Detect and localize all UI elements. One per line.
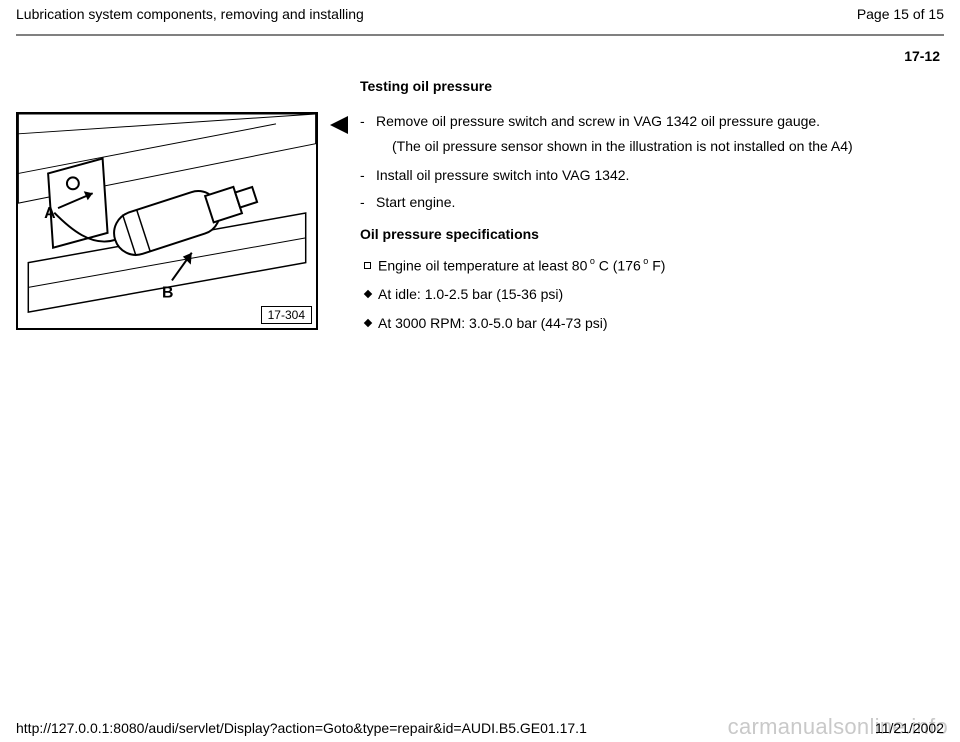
- heading-oil-pressure-specs: Oil pressure specifications: [360, 226, 944, 242]
- pointer-column: [318, 112, 360, 136]
- figure-illustration: A B 17-304: [16, 112, 318, 330]
- header-rule: [16, 34, 944, 36]
- figure-column: A B 17-304: [16, 112, 318, 330]
- figure-label-a: A: [44, 205, 56, 222]
- degree-icon: o: [587, 256, 595, 266]
- page-root: Lubrication system components, removing …: [0, 0, 960, 742]
- figure-label-b: B: [162, 284, 173, 301]
- step-1: Remove oil pressure switch and screw in …: [360, 112, 944, 156]
- content-area: Testing oil pressure: [16, 78, 944, 343]
- degree-icon: o: [641, 256, 649, 266]
- spec-1-pre: Engine oil temperature at least 80: [378, 257, 587, 273]
- step-1-note: (The oil pressure sensor shown in the il…: [392, 137, 944, 156]
- spec-3: At 3000 RPM: 3.0-5.0 bar (44-73 psi): [360, 314, 944, 333]
- content-row: A B 17-304 Remove oil pressure switch an…: [16, 112, 944, 343]
- section-number: 17-12: [904, 48, 940, 64]
- figure-svg: A B: [18, 114, 316, 328]
- step-3: Start engine.: [360, 193, 944, 212]
- step-1-text: Remove oil pressure switch and screw in …: [376, 113, 820, 129]
- page-footer: http://127.0.0.1:8080/audi/servlet/Displ…: [0, 720, 960, 736]
- spec-list: Engine oil temperature at least 80 o C (…: [360, 256, 944, 333]
- spec-1-suf: F): [648, 257, 665, 273]
- pointer-left-icon: [328, 114, 350, 136]
- heading-testing-oil-pressure: Testing oil pressure: [360, 78, 944, 94]
- page-indicator: Page 15 of 15: [857, 6, 944, 22]
- doc-title: Lubrication system components, removing …: [16, 6, 364, 22]
- footer-date: 11/21/2002: [875, 720, 944, 736]
- step-2: Install oil pressure switch into VAG 134…: [360, 166, 944, 185]
- spec-1: Engine oil temperature at least 80 o C (…: [360, 256, 944, 276]
- spec-1-mid: C (176: [595, 257, 641, 273]
- instruction-column: Remove oil pressure switch and screw in …: [360, 112, 944, 343]
- footer-url: http://127.0.0.1:8080/audi/servlet/Displ…: [16, 720, 587, 736]
- step-list: Remove oil pressure switch and screw in …: [360, 112, 944, 212]
- page-header: Lubrication system components, removing …: [0, 6, 960, 22]
- spec-2: At idle: 1.0-2.5 bar (15-36 psi): [360, 285, 944, 304]
- figure-tag: 17-304: [261, 306, 312, 324]
